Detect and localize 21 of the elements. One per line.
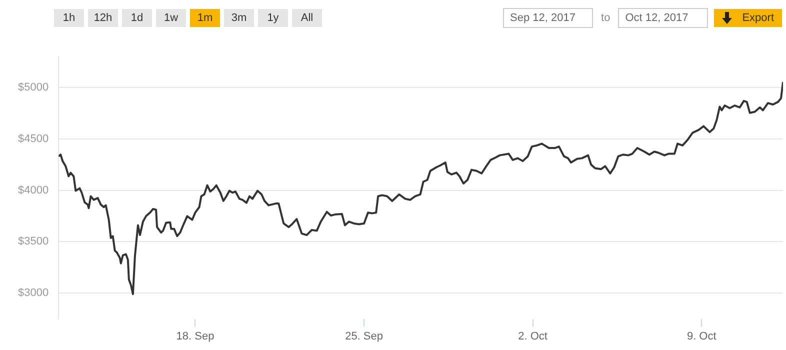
text: 12h	[88, 9, 118, 27]
text: 1w	[156, 9, 186, 27]
text: Sep 12, 2017	[503, 8, 594, 28]
y-tick-label: $4500	[18, 132, 49, 145]
text: 1m	[190, 9, 220, 27]
x-tick-label: 9. Oct	[686, 330, 716, 342]
text: 1d	[122, 9, 152, 27]
text: 1h	[54, 9, 84, 27]
text: Export	[742, 12, 774, 24]
y-tick-label: $5000	[18, 81, 49, 94]
y-tick-label: $3500	[18, 236, 49, 248]
x-tick-label: 25. Sep	[345, 330, 383, 342]
y-tick-label: $4000	[18, 184, 49, 196]
text: All	[292, 9, 322, 27]
text: 1y	[258, 9, 288, 27]
text: to	[601, 12, 610, 24]
x-tick-label: 18. Sep	[176, 330, 214, 342]
x-tick-label: 2. Oct	[518, 330, 548, 342]
text: 3m	[224, 9, 254, 27]
y-tick-label: $3000	[18, 287, 49, 300]
text: Oct 12, 2017	[618, 8, 708, 28]
